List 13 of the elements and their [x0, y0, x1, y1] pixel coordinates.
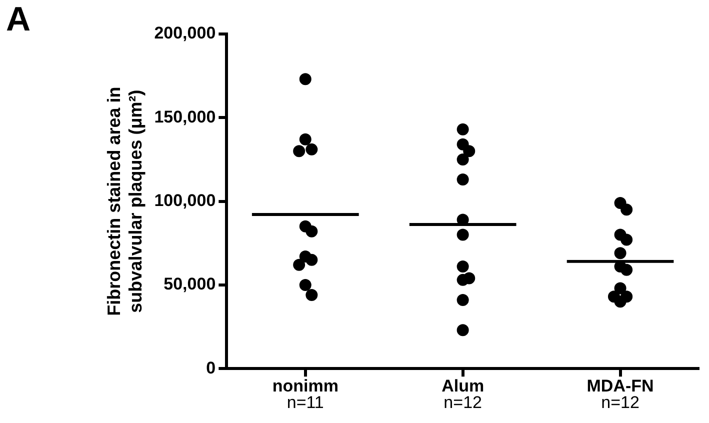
y-axis-title: Fibronectin stained area in subvalvular plaques (μm²)	[104, 86, 146, 316]
text: n=11	[286, 393, 324, 412]
text: n=12	[444, 393, 482, 412]
text: n=12	[601, 393, 640, 412]
y-tick-label: 0	[206, 358, 216, 378]
y-tick-label: 150,000	[154, 107, 216, 126]
x-tick-label: Alum	[442, 376, 484, 396]
y-tick-label: 200,000	[154, 24, 216, 43]
y-tick-label: 100,000	[154, 190, 216, 210]
x-tick-label: nonimm	[272, 376, 338, 396]
text: A	[6, 0, 31, 38]
y-tick-label: 50,000	[164, 274, 216, 294]
x-tick-label: MDA-FN	[586, 376, 654, 396]
